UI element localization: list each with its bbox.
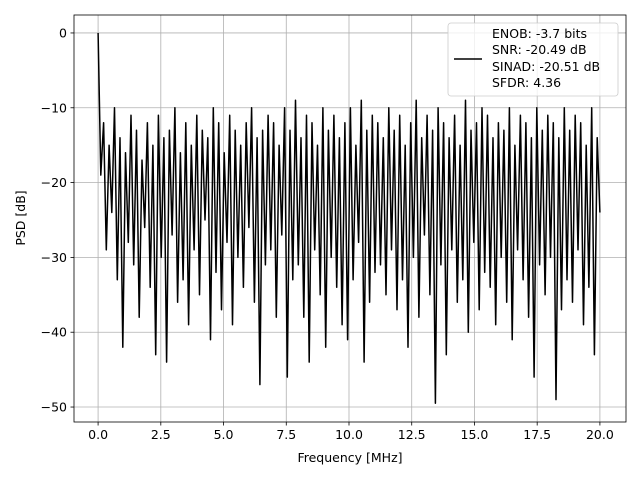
- series-line-psd: [97, 32, 601, 405]
- legend-sinad: SINAD: -20.51 dB: [492, 59, 600, 74]
- y-tick-label: −20: [41, 175, 67, 190]
- x-tick-label: 10.0: [335, 427, 363, 442]
- legend-sfdr: SFDR: 4.36: [492, 75, 561, 90]
- legend: ENOB: -3.7 bits SNR: -20.49 dB SINAD: -2…: [447, 22, 619, 97]
- x-tick-label: 20.0: [586, 427, 614, 442]
- y-axis-label: PSD [dB]: [13, 190, 28, 245]
- x-tick-label: 12.5: [398, 427, 426, 442]
- plot-area: [97, 32, 601, 405]
- y-axis: 0 −10 −20 −30 −40 −50: [41, 25, 74, 415]
- x-tick-label: 0.0: [88, 427, 108, 442]
- x-tick-label: 5.0: [214, 427, 234, 442]
- legend-snr: SNR: -20.49 dB: [492, 42, 587, 57]
- x-tick-label: 7.5: [276, 427, 296, 442]
- x-tick-label: 17.5: [523, 427, 551, 442]
- y-tick-label: −10: [41, 100, 67, 115]
- y-tick-label: −50: [41, 400, 67, 415]
- y-tick-label: 0: [59, 25, 67, 40]
- legend-enob: ENOB: -3.7 bits: [492, 26, 587, 41]
- x-axis-label: Frequency [MHz]: [297, 450, 402, 465]
- x-tick-label: 15.0: [461, 427, 489, 442]
- legend-box: [447, 22, 619, 97]
- x-axis: 0.0 2.5 5.0 7.5 10.0 12.5 15.0 17.5 20.0: [88, 422, 614, 442]
- axes-frame: [73, 14, 627, 423]
- y-tick-label: −30: [41, 250, 67, 265]
- x-tick-label: 2.5: [151, 427, 171, 442]
- y-tick-label: −40: [41, 325, 67, 340]
